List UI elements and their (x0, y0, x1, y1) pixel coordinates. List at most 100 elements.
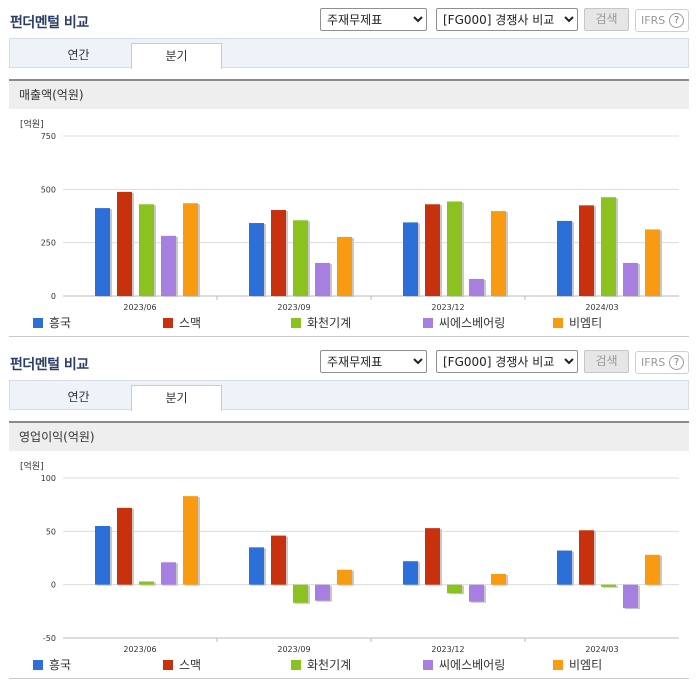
period-tabs: 연간 분기 (9, 380, 689, 411)
help-icon: ? (669, 355, 684, 370)
legend-item[interactable]: 화천기계 (291, 656, 351, 673)
bar[interactable] (425, 204, 440, 296)
legend-swatch (553, 318, 563, 328)
bar[interactable] (117, 191, 132, 296)
panel-header: 펀더멘털 비교 주재무제표 [FG000] 경쟁사 비교 검색 IFRS? (0, 342, 696, 376)
statement-select[interactable]: 주재무제표 (320, 8, 427, 31)
bar[interactable] (183, 203, 198, 296)
legend-swatch (33, 660, 43, 670)
compare-select[interactable]: [FG000] 경쟁사 비교 (436, 8, 578, 31)
legend-swatch (291, 660, 301, 670)
divider (9, 678, 689, 679)
bar[interactable] (139, 204, 154, 296)
chart-legend: 흥국 스맥 화천기계 씨에스베어링 비엠티 (0, 314, 696, 330)
ifrs-label: IFRS (641, 14, 666, 27)
legend-item[interactable]: 화천기계 (291, 314, 351, 331)
y-tick-label: -50 (43, 634, 56, 643)
legend-label: 비엠티 (569, 658, 603, 672)
bar[interactable] (425, 528, 440, 585)
bar[interactable] (491, 211, 506, 296)
y-tick-label: 250 (41, 239, 56, 248)
legend-label: 스맥 (179, 658, 202, 672)
legend-swatch (163, 660, 173, 670)
legend-item[interactable]: 씨에스베어링 (423, 656, 505, 673)
bar[interactable] (95, 208, 110, 296)
y-tick-label: 50 (46, 527, 56, 536)
legend-item[interactable]: 스맥 (163, 656, 201, 673)
bar[interactable] (469, 584, 484, 602)
bar[interactable] (645, 229, 660, 296)
bar[interactable] (601, 584, 616, 587)
legend-item[interactable]: 흥국 (33, 314, 71, 331)
ifrs-label: IFRS (641, 356, 666, 369)
y-tick-label: 750 (41, 132, 56, 141)
legend-item[interactable]: 스맥 (163, 314, 201, 331)
bar[interactable] (469, 278, 484, 296)
bar[interactable] (337, 569, 352, 585)
bar[interactable] (183, 496, 198, 585)
ifrs-help-button[interactable]: IFRS? (635, 9, 689, 32)
bar[interactable] (579, 205, 594, 296)
bar[interactable] (403, 222, 418, 296)
bar[interactable] (557, 550, 572, 585)
bar[interactable] (293, 220, 308, 296)
bar[interactable] (95, 526, 110, 585)
bar[interactable] (403, 561, 418, 585)
tab-quarterly[interactable]: 분기 (131, 385, 222, 411)
bar[interactable] (139, 581, 154, 585)
bar[interactable] (491, 574, 506, 585)
y-tick-label: 100 (41, 474, 56, 483)
x-tick-label: 2023/06 (123, 645, 156, 654)
x-tick-label: 2023/09 (277, 645, 310, 654)
bar[interactable] (579, 530, 594, 585)
bar[interactable] (645, 554, 660, 585)
bar[interactable] (623, 262, 638, 296)
legend-swatch (291, 318, 301, 328)
bar[interactable] (447, 584, 462, 594)
bar[interactable] (271, 535, 286, 585)
bar[interactable] (249, 223, 264, 296)
y-tick-label: 0 (51, 292, 56, 301)
x-tick-label: 2023/09 (277, 303, 310, 312)
bar[interactable] (249, 547, 264, 585)
legend-label: 흥국 (49, 658, 72, 672)
bar[interactable] (601, 197, 616, 296)
tab-annual[interactable]: 연간 (67, 48, 90, 62)
unit-label: [억원] (20, 120, 44, 130)
bar[interactable] (117, 507, 132, 585)
tab-quarterly[interactable]: 분기 (131, 43, 222, 69)
legend-item[interactable]: 비엠티 (553, 656, 602, 673)
bar[interactable] (293, 584, 308, 603)
chart-legend: 흥국 스맥 화천기계 씨에스베어링 비엠티 (0, 656, 696, 672)
x-tick-label: 2024/03 (585, 303, 618, 312)
legend-item[interactable]: 비엠티 (553, 314, 602, 331)
x-tick-label: 2023/06 (123, 303, 156, 312)
bar[interactable] (271, 210, 286, 296)
legend-label: 화천기계 (307, 658, 352, 672)
section-title: 영업이익(억원) (9, 421, 689, 451)
tab-annual[interactable]: 연간 (67, 390, 90, 404)
legend-label: 씨에스베어링 (439, 316, 506, 330)
legend-label: 스맥 (179, 316, 202, 330)
panel-title: 펀더멘털 비교 (10, 15, 89, 31)
bar[interactable] (315, 262, 330, 296)
legend-item[interactable]: 흥국 (33, 656, 71, 673)
bar[interactable] (557, 220, 572, 296)
search-button[interactable]: 검색 (584, 350, 629, 373)
y-tick-label: 0 (51, 581, 56, 590)
legend-item[interactable]: 씨에스베어링 (423, 314, 505, 331)
ifrs-help-button[interactable]: IFRS? (635, 351, 689, 374)
unit-label: [억원] (20, 462, 44, 472)
bar[interactable] (315, 584, 330, 601)
bar[interactable] (337, 236, 352, 296)
x-tick-label: 2023/12 (431, 645, 464, 654)
bar[interactable] (623, 584, 638, 609)
search-button[interactable]: 검색 (584, 8, 629, 31)
bar[interactable] (161, 235, 176, 296)
compare-select[interactable]: [FG000] 경쟁사 비교 (436, 350, 578, 373)
statement-select[interactable]: 주재무제표 (320, 350, 427, 373)
revenue-chart: 0 250 500 750 2023/06 2023/09 2023/12 2024/03 (41, 132, 679, 312)
legend-label: 화천기계 (307, 316, 352, 330)
bar[interactable] (447, 201, 462, 296)
bar[interactable] (161, 562, 176, 585)
